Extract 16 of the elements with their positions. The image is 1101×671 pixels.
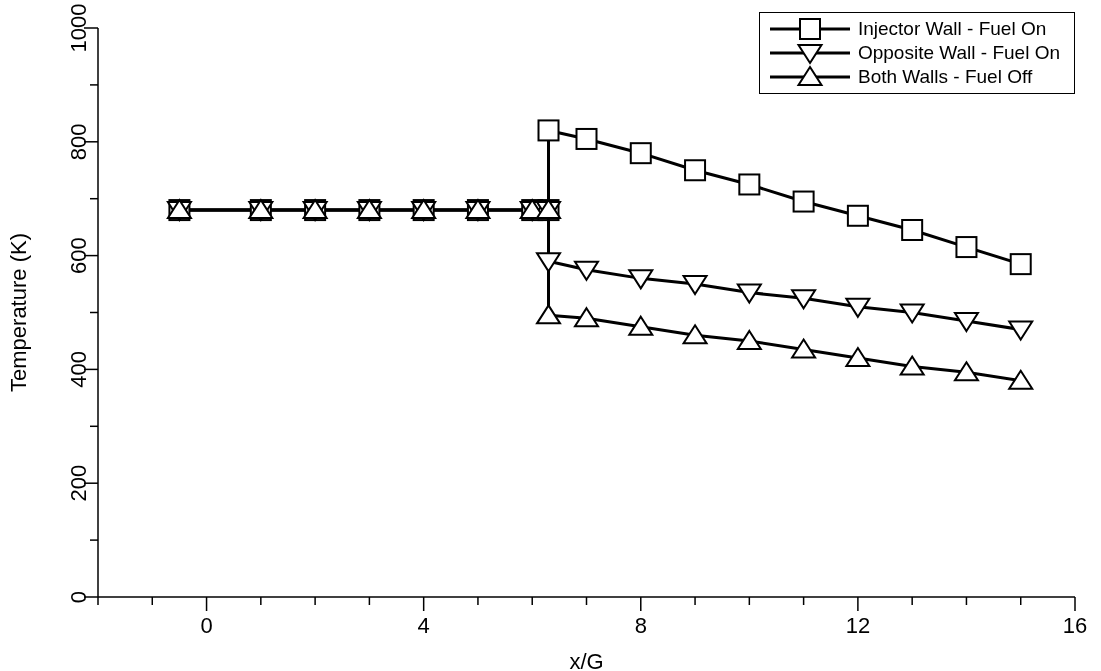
x-tick-label: 0 <box>200 613 213 638</box>
x-axis-title: x/G <box>569 649 604 671</box>
y-tick-label: 200 <box>66 464 91 502</box>
y-tick-label: 800 <box>66 123 91 161</box>
y-tick-label: 1000 <box>66 3 91 53</box>
x-tick-label: 8 <box>634 613 647 638</box>
x-tick-label: 16 <box>1062 613 1088 638</box>
legend-label: Opposite Wall - Fuel On <box>857 42 1060 64</box>
x-tick-label: 12 <box>845 613 871 638</box>
y-tick-label: 400 <box>66 351 91 388</box>
y-axis-title: Temperature (K) <box>5 233 31 392</box>
legend-label: Both Walls - Fuel Off <box>857 66 1033 88</box>
legend-label: Injector Wall - Fuel On <box>857 18 1047 40</box>
y-tick-label: 0 <box>66 590 91 604</box>
y-tick-label: 600 <box>66 237 91 274</box>
x-tick-label: 4 <box>417 613 430 638</box>
